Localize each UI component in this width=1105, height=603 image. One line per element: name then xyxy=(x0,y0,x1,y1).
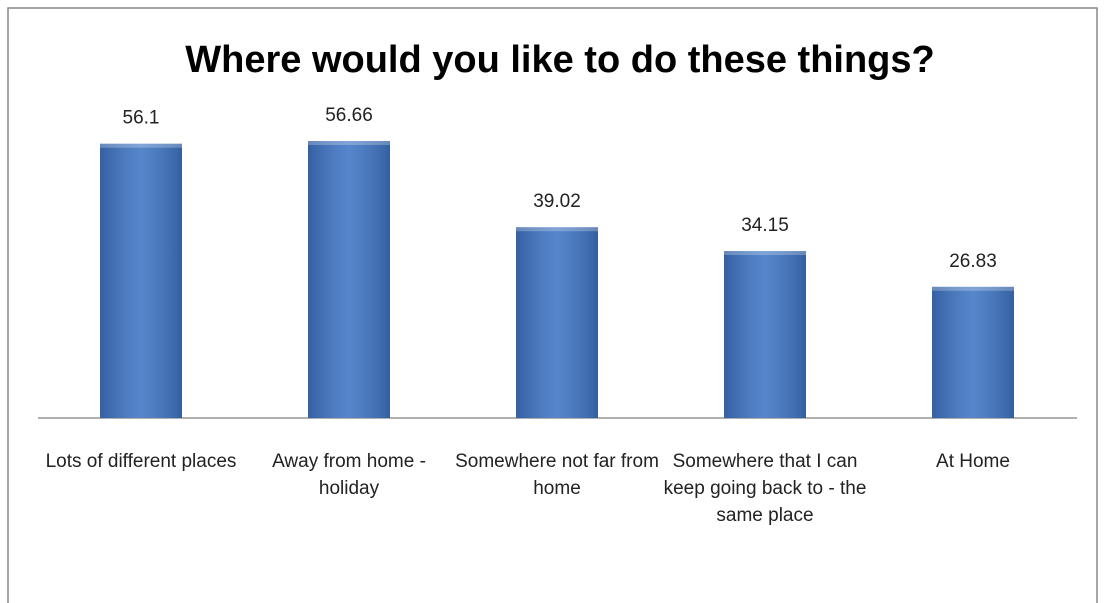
value-label: 56.1 xyxy=(123,108,160,129)
x-tick-label: At Home xyxy=(936,451,1010,472)
chart-border xyxy=(7,7,1098,603)
bar-cap xyxy=(724,251,806,256)
x-tick-label: Away from home - holiday xyxy=(272,451,426,499)
bar-cap xyxy=(100,143,182,148)
bar-shade xyxy=(724,251,806,418)
bar-shade xyxy=(308,141,390,418)
value-label: 39.02 xyxy=(533,191,581,212)
bar-shade xyxy=(516,227,598,418)
value-label: 26.83 xyxy=(949,251,997,272)
value-label: 56.66 xyxy=(325,105,373,126)
value-label: 34.15 xyxy=(741,215,789,236)
bar-cap xyxy=(308,141,390,145)
chart-title: Where would you like to do these things? xyxy=(185,39,934,81)
bar-shade xyxy=(100,143,182,418)
bar-cap xyxy=(516,227,598,232)
x-tick-label: Somewhere not far from home xyxy=(455,451,659,499)
bar-cap xyxy=(932,286,1014,291)
x-tick-label: Somewhere that I can keep going back to … xyxy=(663,451,867,526)
x-tick-label: Lots of different places xyxy=(45,451,237,472)
bar-shade xyxy=(932,286,1014,418)
